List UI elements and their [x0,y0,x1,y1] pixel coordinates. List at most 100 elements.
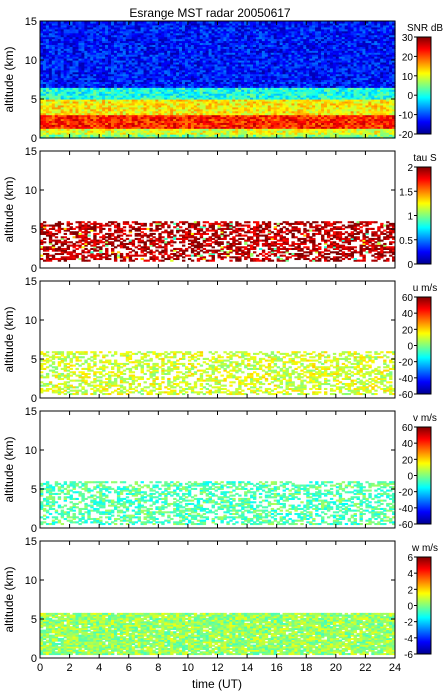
heatmap-cell [152,120,156,123]
heatmap-cell [140,85,145,88]
heatmap-cell [78,32,83,36]
heatmap-cell [125,50,130,53]
heatmap-cell [125,67,130,71]
heatmap-cell [60,114,65,118]
heatmap-cell [211,79,216,83]
heatmap-cell [72,95,77,98]
heatmap-cell [69,65,74,69]
heatmap-cell [196,116,201,120]
heatmap-cell [96,134,100,137]
heatmap-cell [99,122,103,125]
heatmap-cell [119,77,124,81]
heatmap-cell [111,40,115,44]
heatmap-cell [90,32,94,36]
heatmap-cell [134,93,139,96]
heatmap-cell [143,46,148,49]
heatmap-cell [205,132,210,135]
heatmap-cell [149,91,154,94]
heatmap-cell [119,67,124,71]
heatmap-cell [87,122,91,125]
heatmap-cell [176,106,180,110]
heatmap-cell [140,77,145,81]
heatmap-cell [137,44,142,47]
heatmap-cell [149,120,154,123]
heatmap-cell [205,73,210,77]
heatmap-cell [90,132,94,135]
heatmap-cell [87,75,91,79]
heatmap-cell [182,100,186,104]
heatmap-cell [211,116,216,120]
heatmap-cell [69,124,74,127]
heatmap-cell [81,100,85,104]
heatmap-cell [63,91,68,94]
heatmap-cell [128,60,133,63]
heatmap-cell [155,50,159,53]
heatmap-cell [99,46,103,49]
heatmap-cell [116,136,121,139]
heatmap-cell [155,99,159,102]
heatmap-cell [164,132,168,135]
heatmap-cell [125,56,130,59]
heatmap-cell [48,81,53,84]
heatmap-cell [48,48,53,51]
heatmap-cell [111,54,115,57]
heatmap-cell [143,67,148,71]
heatmap-cell [214,118,219,122]
heatmap-cell [173,34,177,38]
heatmap-cell [108,102,112,106]
heatmap-cell [54,61,59,65]
heatmap-cell [78,108,83,112]
heatmap-cell [146,100,151,104]
heatmap-cell [179,60,183,63]
heatmap-cell [72,134,77,137]
heatmap-cell [199,21,204,24]
heatmap-cell [90,69,94,73]
heatmap-cell [214,104,219,108]
heatmap-cell [205,124,210,127]
heatmap-cell [54,114,59,118]
heatmap-cell [173,126,177,129]
heatmap-cell [102,71,106,75]
heatmap-cell [205,100,210,104]
heatmap-cell [84,71,88,75]
heatmap-cell [170,54,174,57]
heatmap-cell [81,24,85,28]
heatmap-cell [137,34,142,38]
heatmap-cell [48,26,53,30]
heatmap-cell [170,77,174,81]
heatmap-cell [193,93,198,96]
heatmap-cell [190,50,195,53]
heatmap-cell [116,120,121,123]
heatmap-cell [87,134,91,137]
heatmap-cell [113,48,118,51]
heatmap-cell [152,46,156,49]
heatmap-cell [134,30,139,34]
heatmap-cell [42,48,47,51]
heatmap-cell [152,102,156,106]
heatmap-cell [193,102,198,106]
heatmap-cell [173,85,177,88]
heatmap-cell [158,93,162,96]
heatmap-cell [69,79,74,83]
heatmap-cell [69,120,74,123]
heatmap-cell [184,104,189,108]
heatmap-cell [134,28,139,32]
heatmap-cell [128,77,133,81]
heatmap-cell [119,24,124,28]
heatmap-cell [90,87,94,90]
heatmap-cell [161,124,165,127]
heatmap-cell [202,128,207,131]
heatmap-cell [164,114,168,118]
heatmap-cell [155,30,159,34]
heatmap-cell [48,120,53,123]
heatmap-cell [170,89,174,92]
heatmap-cell [137,95,142,98]
heatmap-cell [57,132,62,135]
heatmap-cell [113,28,118,32]
heatmap-cell [137,130,142,133]
heatmap-cell [164,83,168,86]
heatmap-cell [54,40,59,44]
heatmap-cell [78,134,83,137]
heatmap-cell [193,28,198,32]
heatmap-cell [122,48,127,51]
